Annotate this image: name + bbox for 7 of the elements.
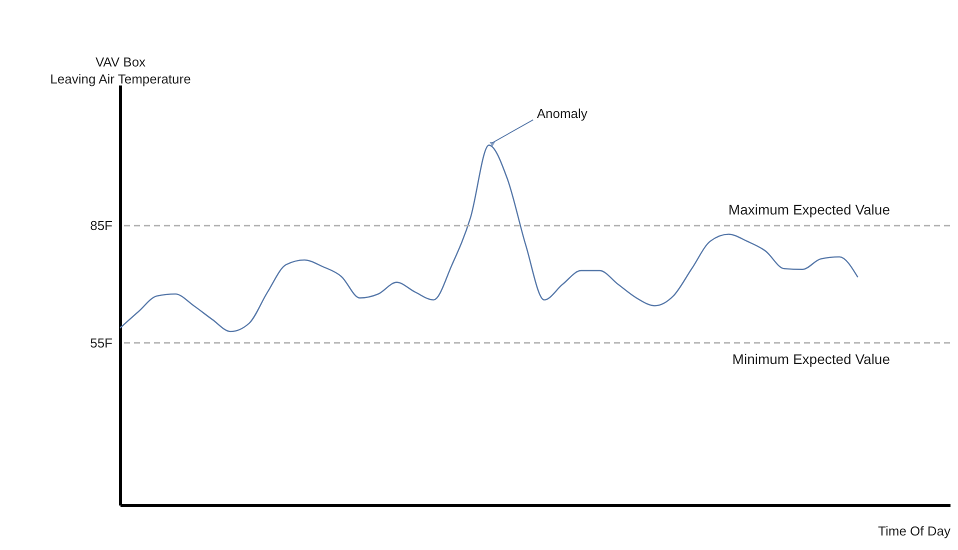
y-tick-label: 85F (90, 218, 113, 234)
x-axis-title: Time Of Day (878, 524, 951, 538)
y-tick-label: 55F (90, 335, 113, 350)
annotation: Anomaly (536, 106, 588, 121)
ref-line-label: Maximum Expected Value (728, 202, 890, 218)
y-axis-title: VAV Box Leaving Air Temperature (50, 54, 191, 86)
ref-line-label: Minimum Expected Value (732, 350, 890, 367)
